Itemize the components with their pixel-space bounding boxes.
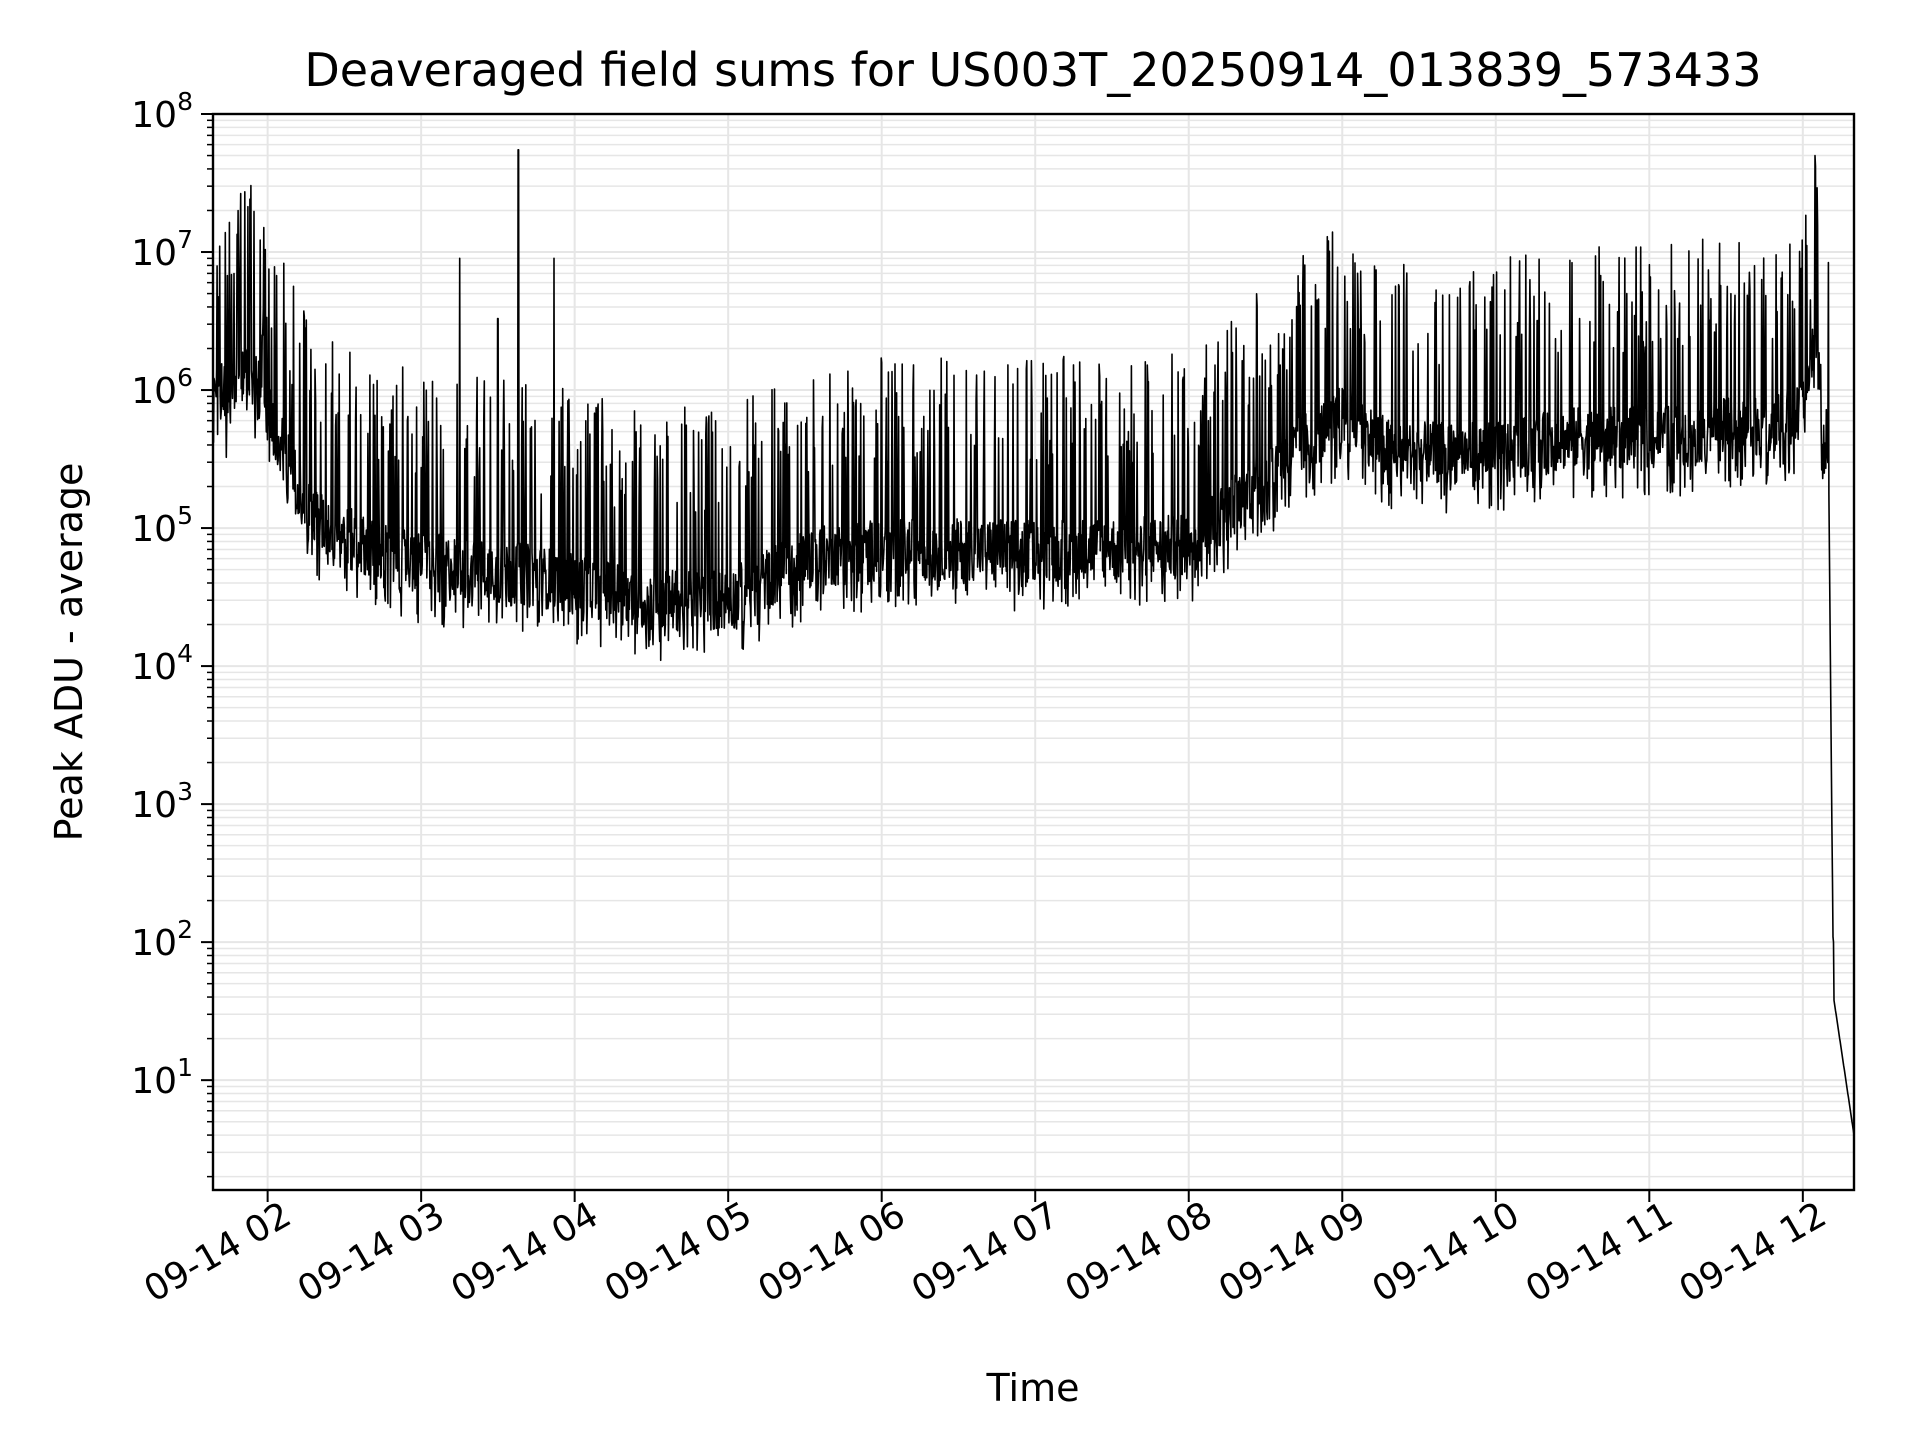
y-tick-base: 10 xyxy=(131,647,177,688)
x-axis-label: Time xyxy=(986,1366,1080,1410)
y-tick-base: 10 xyxy=(131,923,177,964)
y-tick-exponent: 8 xyxy=(177,87,193,116)
y-tick-label: 104 xyxy=(131,639,193,688)
y-tick-base: 10 xyxy=(131,95,177,136)
y-tick-label: 106 xyxy=(131,363,193,412)
y-tick-base: 10 xyxy=(131,371,177,412)
y-tick-label: 108 xyxy=(131,87,193,136)
chart-title: Deaveraged field sums for US003T_2025091… xyxy=(304,43,1761,97)
y-tick-base: 10 xyxy=(131,233,177,274)
y-tick-label: 101 xyxy=(131,1053,193,1102)
y-tick-label: 102 xyxy=(131,915,193,964)
y-tick-exponent: 5 xyxy=(177,501,193,530)
y-tick-base: 10 xyxy=(131,509,177,550)
y-tick-exponent: 2 xyxy=(177,915,193,944)
plot-frame xyxy=(211,112,1856,1192)
y-tick-base: 10 xyxy=(131,1061,177,1102)
y-tick-exponent: 6 xyxy=(177,363,193,392)
y-tick-label: 105 xyxy=(131,501,193,550)
series xyxy=(212,149,1855,1136)
series-line xyxy=(212,149,1855,1136)
y-tick-exponent: 4 xyxy=(177,639,193,668)
y-tick-exponent: 3 xyxy=(177,777,193,806)
y-tick-base: 10 xyxy=(131,785,177,826)
y-tick-label: 103 xyxy=(131,777,193,826)
y-tick-label: 107 xyxy=(131,225,193,274)
y-axis-label: Peak ADU - average xyxy=(47,463,91,842)
y-tick-exponent: 1 xyxy=(177,1053,193,1082)
y-tick-exponent: 7 xyxy=(177,225,193,254)
